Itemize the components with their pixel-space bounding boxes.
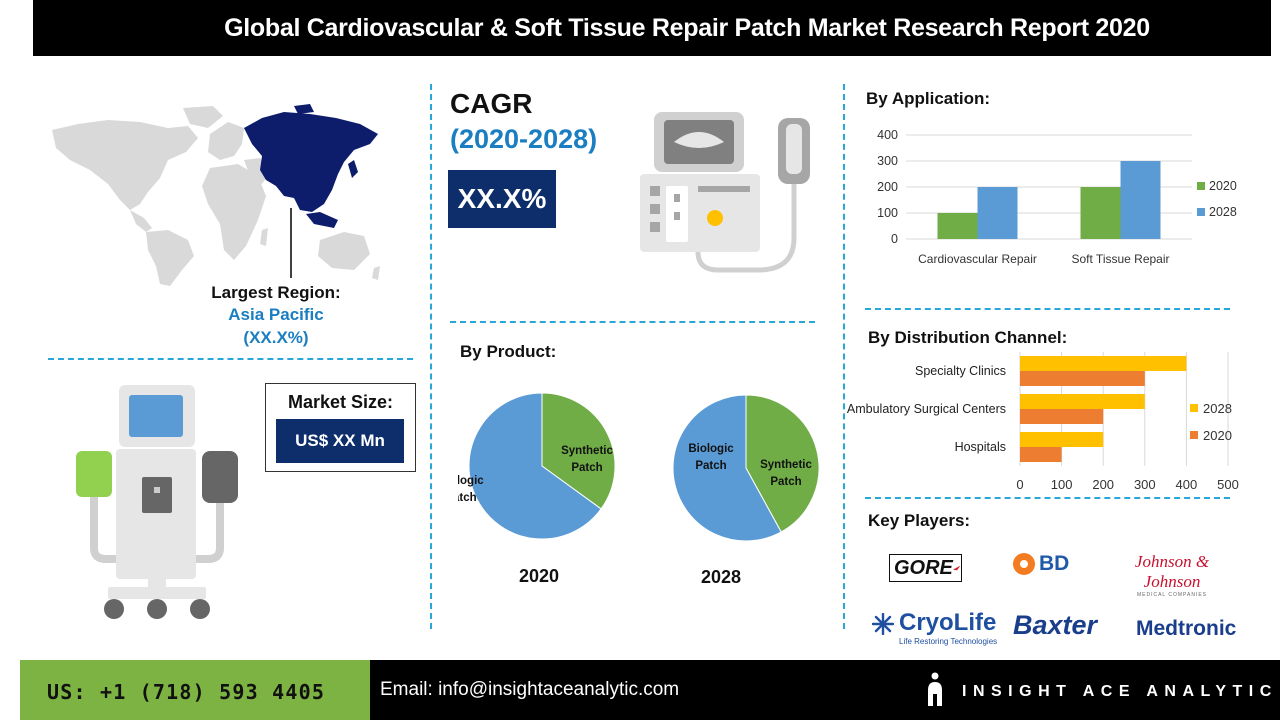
key-players-title: Key Players: xyxy=(868,511,971,530)
bar-2028 xyxy=(1020,394,1145,409)
pie-slice-synthetic-patch xyxy=(745,394,820,533)
pie-slice-biologic-patch xyxy=(672,394,782,542)
by-distribution-title: By Distribution Channel: xyxy=(868,328,1068,347)
footer-email[interactable]: Email: info@insightaceanalytic.com xyxy=(380,679,680,700)
header-bar: Global Cardiovascular & Soft Tissue Repa… xyxy=(33,0,1271,56)
region-value: (XX.X%) xyxy=(243,328,309,347)
insight-ace-logo-icon xyxy=(928,672,942,706)
snowflake-icon xyxy=(872,613,894,635)
bar-2020 xyxy=(1020,409,1104,424)
by-application-title: By Application: xyxy=(866,89,991,108)
bar-2020 xyxy=(937,213,978,239)
pie-label-synthetic-patch: Synthetic Patch xyxy=(760,459,812,488)
bd-logo: BD xyxy=(1012,552,1069,576)
divider-region xyxy=(48,358,413,360)
legend-label: 2028 xyxy=(1203,401,1232,416)
legend-swatch xyxy=(1190,404,1198,412)
y-tick-label: 100 xyxy=(877,206,898,220)
y-tick-label: Ambulatory Surgical Centers xyxy=(847,402,1006,416)
bar-2028 xyxy=(1020,356,1187,371)
region-name: Asia Pacific xyxy=(228,305,324,324)
y-tick-label: 400 xyxy=(877,128,898,142)
monitor-device-icon xyxy=(640,112,810,273)
market-size-value: US$ XX Mn xyxy=(276,419,404,463)
application-bar-chart: 0 100 200 300 400 Cardiovascular Repair Soft T… xyxy=(877,128,1237,266)
medtronic-logo: Medtronic xyxy=(1136,617,1237,640)
pie-slice-biologic-patch xyxy=(468,392,602,540)
x-tick-label: Cardiovascular Repair xyxy=(918,252,1037,266)
legend-swatch xyxy=(1197,182,1205,190)
legend-label: 2028 xyxy=(1209,205,1237,219)
market-size-label: Market Size: xyxy=(287,392,394,412)
by-product-title: By Product: xyxy=(460,342,557,361)
distribution-bar-chart: 0 100 200 300 400 500 Specialty Clinics Ambulat… xyxy=(847,352,1239,492)
medical-stand-icon xyxy=(76,385,238,619)
pie-slice-synthetic-patch xyxy=(541,392,616,510)
legend-swatch xyxy=(1197,208,1205,216)
gore-swoosh-icon xyxy=(952,565,961,571)
region-label: Largest Region: xyxy=(211,283,341,302)
x-tick-label: 200 xyxy=(1092,477,1114,492)
cagr-years: (2020-2028) xyxy=(450,124,598,154)
cryolife-logo: CryoLife Life Restoring Technologies xyxy=(872,609,997,646)
divider-distribution xyxy=(865,497,1230,499)
footer-brand: INSIGHT ACE ANALYTIC xyxy=(962,683,1278,700)
pie-2028-year-label: 2028 xyxy=(700,567,742,587)
footer-contact-bar: Email: info@insightaceanalytic.com INSIG… xyxy=(370,660,1280,720)
x-tick-label: 500 xyxy=(1217,477,1239,492)
x-tick-label: Soft Tissue Repair xyxy=(1071,252,1169,266)
bar-2020 xyxy=(1080,187,1121,239)
cagr-title: CAGR xyxy=(450,88,533,119)
bd-sun-icon xyxy=(1013,553,1035,575)
divider-right xyxy=(843,84,845,629)
legend-label: 2020 xyxy=(1209,179,1237,193)
y-tick-label: Hospitals xyxy=(955,440,1006,454)
divider-cagr xyxy=(450,321,815,323)
market-size-box: Market Size: US$ XX Mn xyxy=(265,383,416,472)
bar-2020 xyxy=(1020,447,1062,462)
gore-logo-text: GORE xyxy=(894,556,953,579)
footer-phone-bar: US: +1 (718) 593 4405 xyxy=(20,660,370,720)
x-tick-label: 400 xyxy=(1176,477,1198,492)
gore-logo: GORE xyxy=(889,554,962,582)
divider-application xyxy=(865,308,1230,310)
pie-chart-2028: Synthetic Patch Biologic Patch xyxy=(672,394,820,542)
y-tick-label: 0 xyxy=(891,232,898,246)
bar-2028 xyxy=(1020,432,1104,447)
bar-2028 xyxy=(977,187,1018,239)
y-tick-label: Specialty Clinics xyxy=(915,364,1006,378)
bd-logo-text: BD xyxy=(1039,552,1070,575)
x-tick-label: 300 xyxy=(1134,477,1156,492)
jnj-logo: Johnson & Johnson MEDICAL COMPANIES xyxy=(1112,552,1232,598)
bar-2028 xyxy=(1120,161,1161,239)
footer-phone[interactable]: US: +1 (718) 593 4405 xyxy=(47,680,326,704)
bar-2020 xyxy=(1020,371,1145,386)
cryolife-logo-text: CryoLife xyxy=(899,609,997,636)
y-tick-label: 200 xyxy=(877,180,898,194)
baxter-logo: Baxter xyxy=(1013,610,1098,640)
y-tick-label: 300 xyxy=(877,154,898,168)
divider-left xyxy=(430,84,432,629)
legend-swatch xyxy=(1190,431,1198,439)
cryolife-logo-subtext: Life Restoring Technologies xyxy=(899,637,998,646)
x-tick-label: 0 xyxy=(1016,477,1023,492)
cagr-value: XX.X% xyxy=(448,170,556,228)
jnj-logo-subtext: MEDICAL COMPANIES xyxy=(1136,592,1208,598)
world-map xyxy=(52,104,380,286)
pie-label-synthetic-patch: Synthetic Patch xyxy=(561,445,613,474)
x-tick-label: 100 xyxy=(1051,477,1073,492)
legend-label: 2020 xyxy=(1203,428,1232,443)
jnj-logo-text: Johnson & Johnson xyxy=(1134,552,1210,591)
page-title: Global Cardiovascular & Soft Tissue Repa… xyxy=(224,14,1150,42)
pie-2020-year-label: 2020 xyxy=(518,566,560,586)
